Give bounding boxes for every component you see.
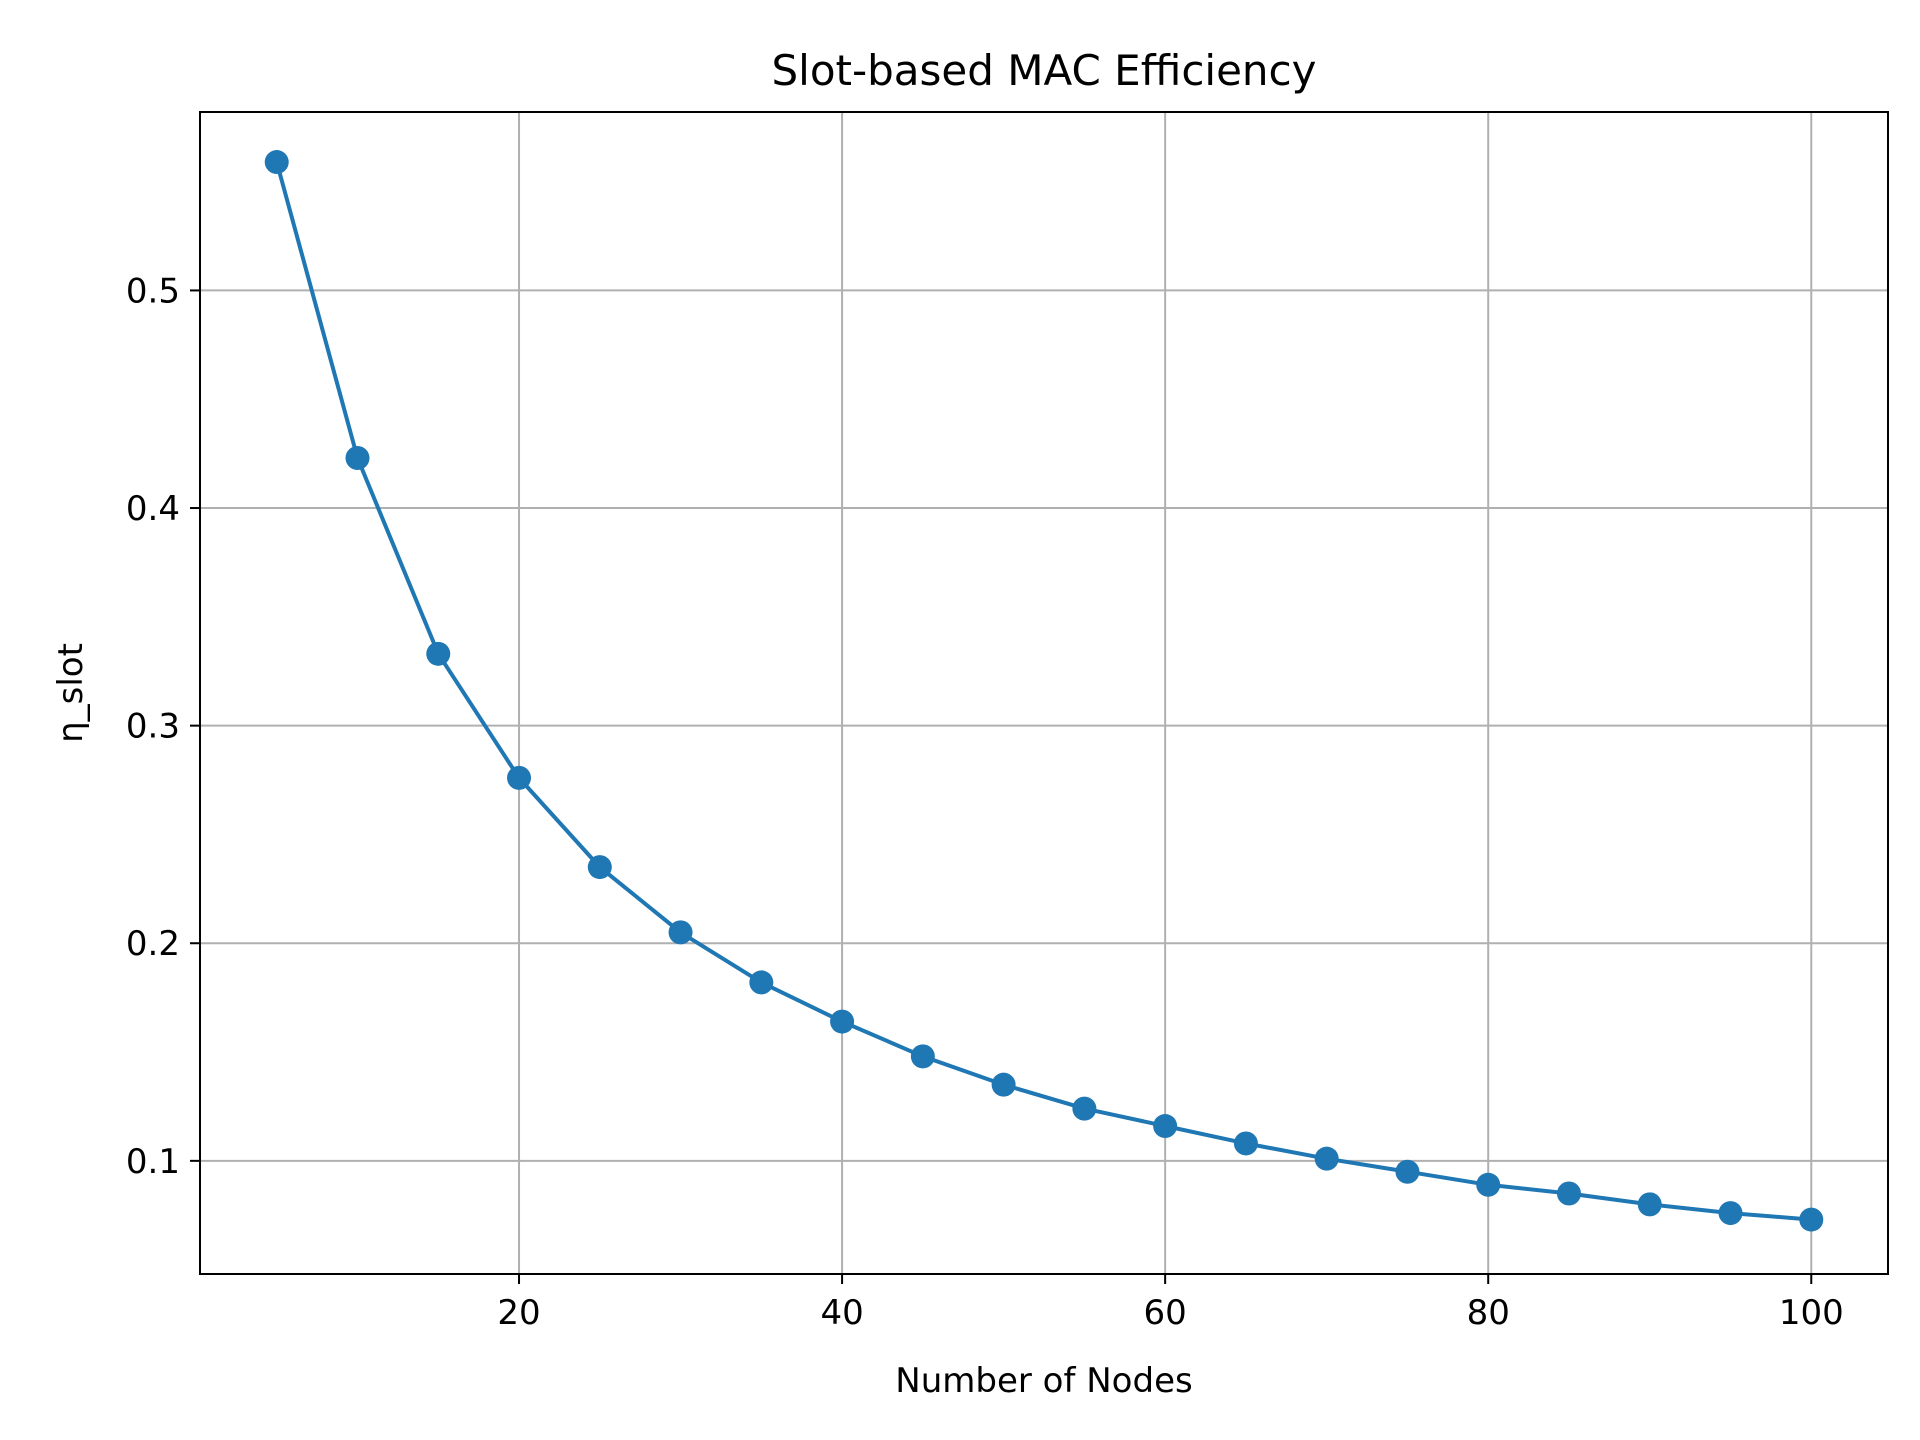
x-tick-label: 80 — [1467, 1293, 1510, 1333]
data-point — [991, 1072, 1016, 1097]
y-tick-label: 0.5 — [126, 271, 180, 311]
data-point — [910, 1044, 935, 1069]
data-point — [830, 1009, 855, 1034]
y-tick-label: 0.3 — [126, 707, 180, 747]
data-point — [1556, 1181, 1581, 1206]
data-point — [1314, 1146, 1339, 1171]
data-point — [426, 641, 451, 666]
data-point — [1395, 1159, 1420, 1184]
data-point — [1799, 1207, 1824, 1232]
grid-lines — [200, 112, 1888, 1274]
series-layer — [264, 150, 1824, 1232]
plot-frame — [199, 111, 1889, 1275]
data-point — [668, 920, 693, 945]
y-tick-label: 0.2 — [126, 924, 180, 964]
y-tick-label: 0.1 — [126, 1142, 180, 1182]
data-point — [1233, 1131, 1258, 1156]
data-point — [345, 445, 370, 470]
data-point — [264, 150, 289, 175]
data-point — [1637, 1192, 1662, 1217]
chart-title: Slot-based MAC Efficiency — [772, 46, 1317, 95]
data-point — [1072, 1096, 1097, 1121]
data-point — [1718, 1201, 1743, 1226]
data-point — [749, 970, 774, 995]
y-axis-label: η_slot — [51, 643, 91, 743]
y-tick-label: 0.4 — [126, 489, 180, 529]
axis-ticks: 20 40 60 80 100 0.1 0.2 0.3 0.4 0.5 — [126, 271, 1844, 1333]
x-tick-label: 20 — [497, 1293, 540, 1333]
data-point — [587, 855, 612, 880]
data-point — [507, 765, 532, 790]
data-point — [1476, 1172, 1501, 1197]
series-line — [274, 161, 1812, 1222]
x-tick-label: 100 — [1779, 1293, 1844, 1333]
x-tick-label: 60 — [1144, 1293, 1187, 1333]
data-point — [1153, 1114, 1178, 1139]
x-axis-label: Number of Nodes — [895, 1361, 1192, 1401]
x-tick-label: 40 — [820, 1293, 863, 1333]
